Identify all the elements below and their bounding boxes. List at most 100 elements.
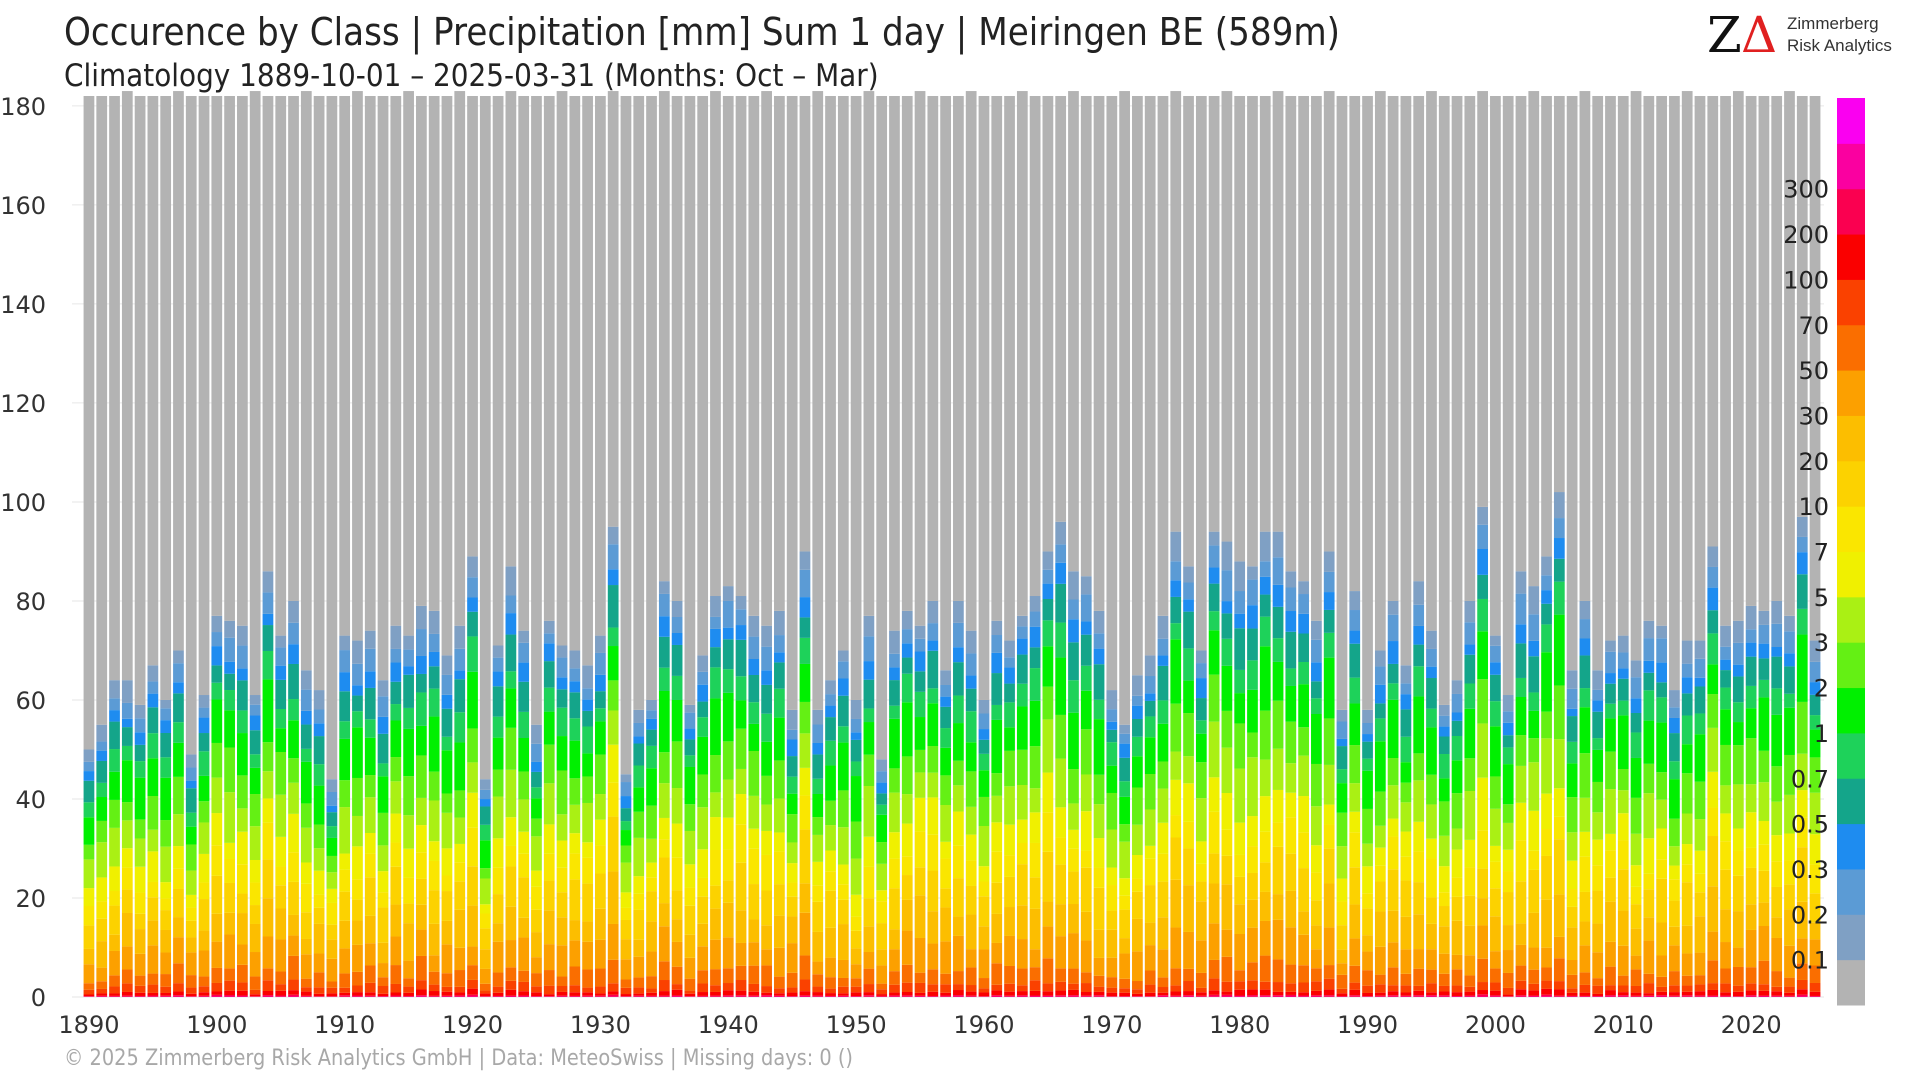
bar-segment [288,979,299,991]
bar-segment [1144,700,1156,717]
bar-segment-dry [1093,96,1105,611]
bar-segment [722,600,734,628]
bar-segment [1144,845,1156,859]
bar-segment [1093,804,1105,839]
bar-segment [134,866,146,893]
bar-segment [927,650,939,689]
bar-segment [492,769,504,797]
bar-segment [1144,809,1156,846]
bar-segment [1758,995,1770,997]
bar-segment [288,644,299,664]
bar-segment [1694,640,1706,659]
bar-segment [940,696,951,707]
bar-segment [109,799,120,828]
bar-segment [1464,708,1476,759]
bar-segment [543,944,555,971]
bar-segment [1413,949,1425,969]
bar-segment [1451,680,1463,694]
bar-segment [160,757,172,778]
y-tick-label: 100 [0,489,46,517]
bar-segment [991,795,1003,823]
bar-segment [1681,663,1693,678]
bar-segment [1681,991,1693,996]
bar-segment [300,827,312,863]
bar-segment [160,708,172,721]
bar-segment [1068,712,1079,770]
bar-segment [620,808,632,822]
bar-segment [914,717,926,750]
bar-segment [1400,973,1412,986]
bar-segment [441,708,453,737]
bar-segment [722,995,734,997]
bar-segment [543,687,555,712]
bar-segment [1208,583,1220,612]
bar-segment [428,971,440,985]
bar-segment [1707,931,1719,961]
bar-segment [1106,690,1118,710]
bar-segment [224,792,235,843]
bar-segment [1234,723,1246,769]
bar-segment [684,766,696,805]
bar-segment [940,805,951,842]
bar-segment [160,820,172,847]
legend-swatch [1837,823,1865,870]
bar-segment [1694,975,1706,985]
legend-label: 20 [1798,448,1829,476]
bar-segment [965,860,977,886]
bar-segment [556,840,568,868]
bar-segment [1528,586,1540,615]
legend-swatch [1837,324,1865,371]
bar-segment [863,661,875,680]
bar-segment [198,995,210,997]
bar-segment [403,992,414,996]
bar-segment [697,983,709,993]
bar-segment [1208,545,1220,568]
bar-segment [1553,989,1565,996]
bar-segment [224,747,235,793]
bar-segment [786,793,798,815]
bar-segment [1451,849,1463,878]
bar-segment [850,948,862,965]
bar-segment [1055,657,1067,715]
bar-segment [1336,988,1348,994]
bar-segment [403,635,414,650]
bar-segment [1745,929,1757,968]
bar-segment-dry [211,96,223,616]
bar-segment [1272,995,1284,997]
bar-segment [83,989,95,995]
bar-segment [658,690,670,753]
bar-segment [1055,990,1067,996]
bar-segment [1311,698,1322,714]
bar-segment [352,815,363,847]
bar-segment [1758,658,1770,680]
bar-segment [620,994,632,997]
bar-segment [428,860,440,891]
bar-segment [134,744,146,762]
bar-segment [1298,581,1309,595]
bar-segment [1221,747,1233,793]
bar-segment [1656,922,1667,956]
bar-segment [134,732,146,745]
bar-segment [1298,934,1309,966]
bar-segment [927,797,939,835]
bar-segment [1553,538,1565,559]
bar-segment [505,671,517,689]
bar-segment [1592,738,1604,750]
bar-segment [531,724,542,744]
bar-segment [147,758,159,796]
bar-segment [786,996,798,997]
bar-segment [633,811,645,838]
bar-segment [173,814,184,847]
bar-segment [620,939,632,960]
bar-segment-dry [134,96,146,705]
bar-segment [1681,715,1693,745]
bar-segment [735,980,747,991]
bar-segment [1694,734,1706,782]
bar-segment-dry [185,96,197,755]
bar-segment [1490,845,1501,862]
bar-segment [1374,718,1386,742]
bar-segment [1132,918,1143,952]
bar-segment [1234,933,1246,971]
bar-segment [1195,841,1207,864]
bar-segment [109,771,120,800]
